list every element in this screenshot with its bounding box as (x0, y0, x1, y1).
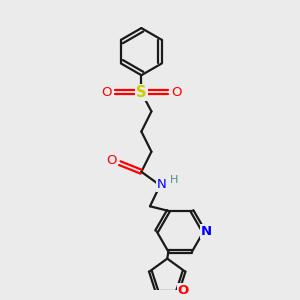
Text: N: N (201, 225, 212, 238)
Text: O: O (171, 86, 182, 99)
Text: O: O (178, 284, 189, 297)
Text: S: S (136, 85, 147, 100)
Text: H: H (170, 175, 178, 185)
Text: N: N (157, 178, 166, 191)
Text: O: O (101, 86, 112, 99)
Text: O: O (106, 154, 117, 167)
